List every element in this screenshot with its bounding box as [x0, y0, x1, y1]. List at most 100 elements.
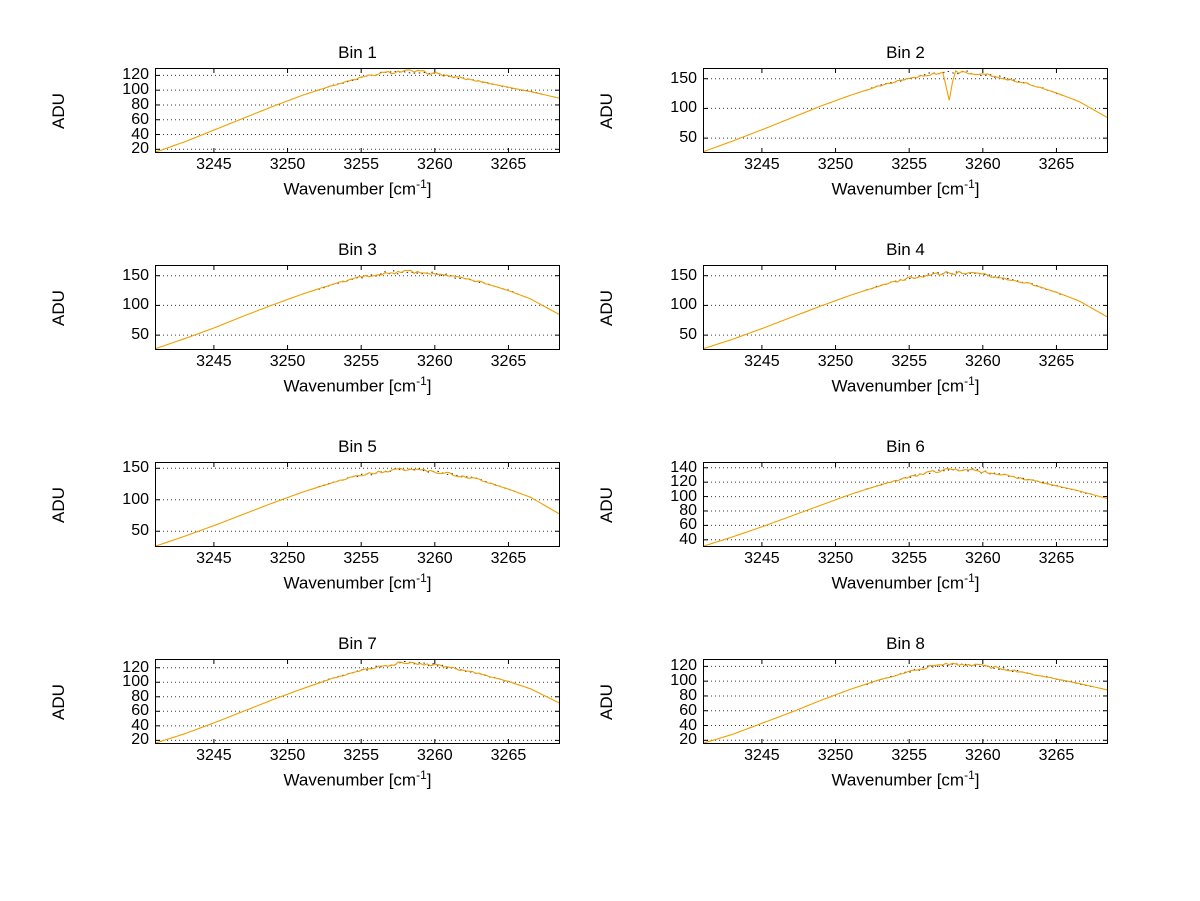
x-tick-label: 3245	[196, 156, 232, 173]
y-tick-labels: 20 40 60 80 100 120	[633, 657, 703, 748]
y-tick-label: 20	[679, 731, 697, 749]
x-axis-label-sup: -1	[416, 374, 427, 388]
x-axis-label-pre: Wavenumber [cm	[831, 770, 965, 790]
subplot: Bin 4 ADU 50 100 150 3245 3250 3255 3260 3265 …	[597, 239, 1143, 400]
subplot-grid: Bin 1 ADU 20 40 60 80 100 120 3245 3250 3255 326…	[48, 43, 1143, 794]
x-axis-label-sup: -1	[416, 177, 427, 191]
x-axis-label-pre: Wavenumber [cm	[831, 376, 965, 396]
x-tick-label: 3260	[965, 747, 1001, 764]
x-tick-labels: 3245 3250 3255 3260 3265	[703, 744, 1108, 768]
y-axis-label: ADU	[48, 289, 68, 326]
x-axis-label-post: ]	[974, 573, 980, 593]
x-tick-label: 3260	[417, 353, 453, 370]
x-tick-label: 3245	[196, 747, 232, 764]
x-tick-label: 3245	[196, 353, 232, 370]
axes-box	[155, 659, 560, 744]
y-tick-label: 60	[131, 702, 149, 720]
plot-area	[155, 659, 560, 744]
y-tick-label: 150	[122, 266, 149, 284]
x-tick-label: 3245	[744, 747, 780, 764]
spectrum-line	[703, 270, 1108, 350]
axes-box	[703, 265, 1108, 350]
subplot: Bin 3 ADU 50 100 150 3245 3250 3255 3260 3265 …	[49, 239, 595, 400]
x-axis-label-pre: Wavenumber [cm	[283, 573, 417, 593]
chart-svg	[703, 659, 1108, 744]
y-tick-label: 50	[131, 326, 149, 344]
x-axis-label-pre: Wavenumber [cm	[283, 179, 417, 199]
y-tick-label: 60	[679, 516, 697, 534]
x-axis-label: Wavenumber [cm-1]	[155, 768, 560, 794]
x-axis-label: Wavenumber [cm-1]	[703, 571, 1108, 597]
plot-area	[155, 265, 560, 350]
y-axis-label: ADU	[596, 486, 616, 523]
y-tick-labels: 20 40 60 80 100 120	[85, 66, 155, 157]
x-axis-label-post: ]	[974, 376, 980, 396]
spectrum-line	[155, 69, 560, 153]
x-tick-label: 3250	[269, 353, 306, 370]
y-axis-label: ADU	[596, 289, 616, 326]
x-tick-label: 3265	[490, 550, 527, 567]
subplot: Bin 8 ADU 20 40 60 80 100 120 3245 3250 3255 326…	[597, 633, 1143, 794]
x-tick-label: 3245	[744, 353, 780, 370]
chart-title: Bin 2	[886, 43, 925, 62]
x-tick-labels: 3245 3250 3255 3260 3265	[155, 744, 560, 768]
x-tick-label: 3250	[817, 353, 854, 370]
spectrum-line	[703, 468, 1108, 547]
chart-title: Bin 5	[338, 437, 377, 456]
x-axis-label-post: ]	[426, 179, 432, 199]
chart-svg	[155, 659, 560, 744]
spectrum-line	[155, 467, 560, 547]
y-tick-labels: 50 100 150	[85, 460, 155, 547]
y-axis-label: ADU	[48, 92, 68, 129]
y-tick-label: 40	[679, 716, 697, 734]
y-tick-label: 150	[670, 69, 697, 87]
y-tick-label: 80	[679, 686, 697, 704]
chart-title: Bin 3	[338, 240, 377, 259]
x-tick-label: 3260	[965, 353, 1001, 370]
axes-box	[703, 659, 1108, 744]
x-tick-label: 3260	[417, 747, 453, 764]
x-tick-label: 3260	[417, 550, 453, 567]
plot-area	[155, 462, 560, 547]
x-tick-label: 3245	[744, 156, 780, 173]
x-tick-label: 3255	[891, 156, 927, 173]
x-tick-label: 3255	[891, 353, 927, 370]
y-tick-labels: 20 40 60 80 100 120	[85, 658, 155, 748]
y-tick-label: 80	[131, 687, 149, 705]
x-tick-labels: 3245 3250 3255 3260 3265	[155, 547, 560, 571]
x-axis-label-post: ]	[426, 573, 432, 593]
chart-svg	[155, 265, 560, 350]
subplot: Bin 7 ADU 20 40 60 80 100 120 3245 3250 3255 326…	[49, 633, 595, 794]
y-tick-label: 100	[670, 99, 697, 117]
spectrum-line	[155, 269, 560, 350]
subplot: Bin 5 ADU 50 100 150 3245 3250 3255 3260 3265 …	[49, 436, 595, 597]
x-tick-label: 3260	[417, 156, 453, 173]
y-tick-labels: 40 60 80 100 120 140	[633, 458, 703, 547]
y-tick-label: 50	[679, 129, 697, 147]
overlay-specks	[866, 270, 1066, 297]
y-tick-label: 50	[679, 326, 697, 344]
chart-svg	[155, 462, 560, 547]
y-axis-label: ADU	[596, 683, 616, 720]
x-tick-label: 3255	[891, 550, 927, 567]
y-tick-label: 80	[679, 501, 697, 519]
x-axis-label-pre: Wavenumber [cm	[831, 573, 965, 593]
y-tick-label: 60	[679, 701, 697, 719]
x-tick-label: 3250	[817, 747, 854, 764]
overlay-specks	[318, 270, 522, 296]
y-tick-labels: 50 100 150	[633, 68, 703, 153]
x-tick-label: 3255	[343, 550, 379, 567]
y-tick-label: 120	[122, 66, 149, 84]
y-tick-label: 100	[122, 490, 149, 508]
y-tick-label: 140	[670, 458, 697, 476]
x-axis-label-sup: -1	[964, 374, 975, 388]
y-tick-label: 50	[131, 522, 149, 540]
y-tick-label: 100	[122, 296, 149, 314]
y-tick-label: 40	[131, 125, 149, 143]
y-tick-label: 120	[122, 658, 149, 676]
x-axis-label: Wavenumber [cm-1]	[155, 571, 560, 597]
y-tick-labels: 50 100 150	[85, 265, 155, 350]
y-tick-label: 120	[670, 657, 697, 675]
x-tick-label: 3260	[965, 156, 1001, 173]
